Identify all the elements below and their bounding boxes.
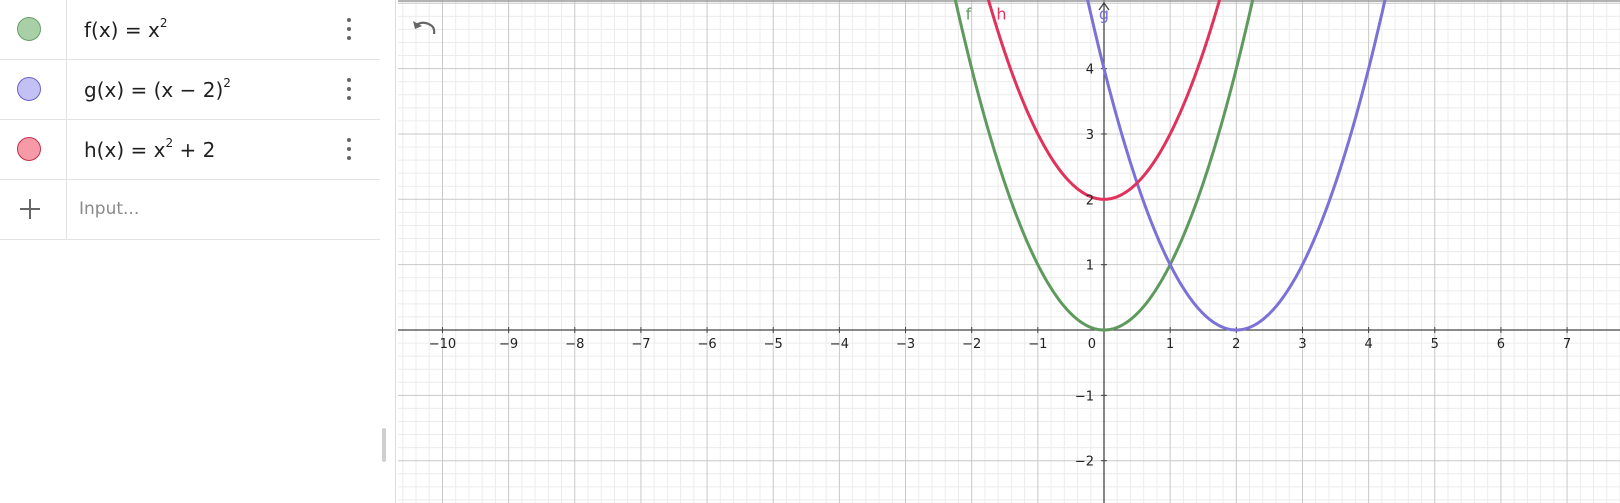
- marble-cell: [0, 60, 67, 119]
- equals-sign: =: [130, 138, 148, 162]
- x-tick-label: −5: [764, 337, 783, 352]
- formula-f[interactable]: f(x) = x2: [84, 16, 168, 42]
- x-tick-label: −7: [631, 337, 650, 352]
- x-tick-label: 1: [1166, 337, 1174, 352]
- x-tick-label: −8: [565, 337, 584, 352]
- curve-h: [986, 0, 1222, 201]
- plus-icon[interactable]: [20, 199, 40, 219]
- x-tick-label: 4: [1364, 337, 1372, 352]
- curve-f: [953, 0, 1255, 332]
- undo-icon[interactable]: [410, 18, 438, 40]
- curves: [953, 0, 1387, 332]
- equals-sign: =: [130, 78, 148, 102]
- marble-cell: [0, 0, 67, 59]
- algebra-panel: f(x) = x2 g(x) = (x − 2)2 h(x) = x2 + 2: [0, 0, 396, 503]
- function-def: f(x): [84, 18, 119, 42]
- equals-sign: =: [124, 18, 142, 42]
- input-bar[interactable]: Input...: [79, 199, 140, 219]
- x-tick-label: −2: [962, 337, 981, 352]
- y-tick-label: 2: [1086, 193, 1094, 208]
- curve-label-h: h: [996, 5, 1006, 24]
- algebra-row-f[interactable]: f(x) = x2: [0, 0, 380, 60]
- y-tick-label: 1: [1086, 259, 1094, 274]
- x-tick-label: 0: [1088, 337, 1096, 352]
- x-tick-label: −6: [697, 337, 716, 352]
- expression: (x − 2): [153, 78, 224, 102]
- exponent: 2: [223, 76, 231, 91]
- exponent: 2: [165, 136, 174, 151]
- y-tick-label: 3: [1086, 128, 1094, 143]
- algebra-row-h[interactable]: h(x) = x2 + 2: [0, 120, 380, 180]
- minor-grid: [398, 0, 1620, 503]
- more-options-icon[interactable]: [336, 134, 362, 164]
- x-tick-label: −9: [499, 337, 518, 352]
- marble-cell: [0, 120, 67, 179]
- visibility-toggle-h[interactable]: [17, 137, 41, 161]
- x-tick-label: −1: [1028, 337, 1047, 352]
- axes: [398, 0, 1620, 503]
- x-tick-label: 2: [1232, 337, 1240, 352]
- expression: x: [153, 138, 166, 162]
- panel-resize-handle[interactable]: [382, 428, 386, 462]
- formula-g[interactable]: g(x) = (x − 2)2: [84, 76, 231, 102]
- curve-label-g: g: [1099, 5, 1109, 24]
- function-def: g(x): [84, 78, 125, 102]
- y-tick-label: −2: [1075, 455, 1094, 470]
- x-tick-label: −3: [896, 337, 915, 352]
- more-options-icon[interactable]: [336, 14, 362, 44]
- marble-cell: [0, 180, 67, 239]
- visibility-toggle-g[interactable]: [17, 77, 41, 101]
- x-tick-label: 6: [1497, 337, 1505, 352]
- x-tick-label: −4: [830, 337, 849, 352]
- x-tick-label: −10: [429, 337, 456, 352]
- y-axis-arrow: [1098, 1, 1110, 11]
- exponent: 2: [159, 16, 168, 31]
- visibility-toggle-f[interactable]: [17, 17, 41, 41]
- expression: x: [147, 18, 160, 42]
- x-tick-label: 7: [1563, 337, 1571, 352]
- curve-label-f: f: [966, 5, 972, 24]
- x-tick-label: 5: [1431, 337, 1439, 352]
- y-tick-label: 4: [1086, 63, 1094, 78]
- algebra-row-g[interactable]: g(x) = (x − 2)2: [0, 60, 380, 120]
- x-tick-label: 3: [1298, 337, 1306, 352]
- expression-tail: + 2: [173, 138, 216, 162]
- function-def: h(x): [84, 138, 125, 162]
- input-row[interactable]: Input...: [0, 180, 380, 240]
- more-options-icon[interactable]: [336, 74, 362, 104]
- curve-g: [1086, 0, 1387, 332]
- formula-h[interactable]: h(x) = x2 + 2: [84, 136, 216, 162]
- y-tick-label: −1: [1075, 389, 1094, 404]
